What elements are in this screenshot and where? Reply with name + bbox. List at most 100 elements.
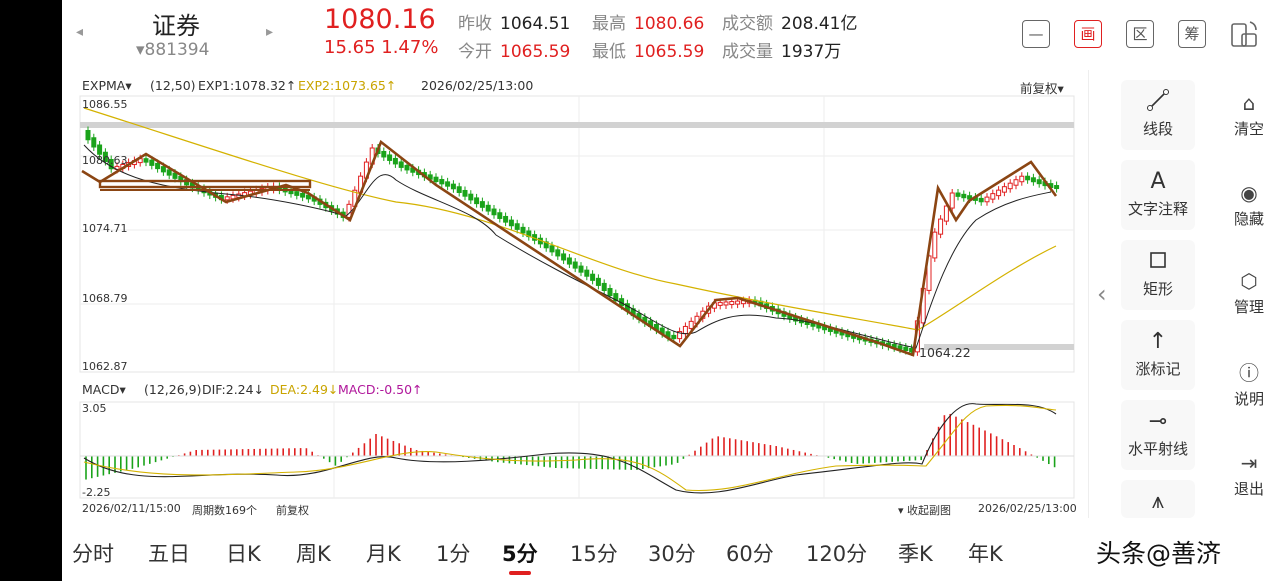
drawn-rectangle[interactable]	[98, 179, 312, 189]
horizontal-ray-lower[interactable]	[924, 344, 1074, 350]
exp1-line	[83, 144, 1052, 349]
prev-stock-icon[interactable]: ◂	[76, 24, 84, 40]
tool-text-annotation[interactable]: A 文字注释	[1121, 160, 1195, 230]
macd-y-tick-0: 3.05	[82, 402, 107, 415]
exit-icon: ⇥	[1240, 451, 1258, 475]
candle-body	[392, 157, 398, 165]
candle-body	[450, 183, 456, 190]
chart-area[interactable]: EXPMA▾ (12,50) EXP1:1078.32↑ EXP2:1073.6…	[76, 70, 1077, 518]
chips-button[interactable]: 筹	[1178, 20, 1206, 48]
candle-body	[97, 144, 103, 155]
minimize-button[interactable]: —	[1022, 20, 1050, 48]
candle-body	[514, 223, 520, 230]
indicator-exmpa-select[interactable]: EXPMA▾	[82, 78, 132, 93]
candle-body	[677, 331, 683, 340]
stock-app: ◂ 证券 ▾881394 ▸ 1080.16 15.65 1.47% 昨收 106…	[62, 0, 1280, 581]
action-exit[interactable]: ⇥ 退出	[1217, 450, 1280, 499]
tab-monthly[interactable]: 月K	[366, 542, 401, 566]
tab-quarterly[interactable]: 季K	[898, 542, 933, 566]
next-stock-icon[interactable]: ▸	[266, 24, 274, 40]
tab-weekly[interactable]: 周K	[296, 542, 331, 566]
tab-30min[interactable]: 30分	[648, 542, 696, 566]
candle-body	[497, 212, 503, 219]
exp2-value: EXP2:1073.65↑	[298, 78, 397, 93]
collapse-panel-icon[interactable]: ‹	[1097, 280, 1107, 308]
candle-body	[462, 189, 468, 197]
tab-five-day[interactable]: 五日	[148, 542, 190, 566]
indicator-macd-select[interactable]: MACD▾	[82, 382, 126, 397]
tab-yearly[interactable]: 年K	[968, 542, 1003, 566]
y-tick-3: 1068.79	[82, 292, 128, 305]
tab-120min[interactable]: 120分	[806, 542, 868, 566]
exp-params: (12,50)	[150, 78, 196, 93]
tab-1min[interactable]: 1分	[436, 542, 471, 566]
candle-body	[305, 194, 311, 200]
y-tick-0: 1086.55	[82, 98, 128, 111]
candlesticks	[85, 126, 1060, 356]
rotate-screen-icon[interactable]	[1228, 18, 1260, 50]
range-button[interactable]: 区	[1126, 20, 1154, 48]
period-tabs: 分时 五日 日K 周K 月K 1分 5分 15分 30分 60分 120分 季K…	[62, 530, 1280, 581]
text-annotation-icon: A	[1150, 169, 1166, 194]
action-hide[interactable]: ◉ 隐藏	[1217, 180, 1280, 229]
active-tab-indicator	[509, 571, 531, 575]
tool-line-segment[interactable]: 线段	[1121, 80, 1195, 150]
tool-more[interactable]: ⩚	[1121, 480, 1195, 518]
candle-body	[387, 154, 393, 161]
candle-body	[555, 249, 561, 257]
candle-body	[1007, 182, 1013, 190]
candle-body	[688, 320, 694, 329]
tab-intraday[interactable]: 分时	[72, 542, 114, 566]
tool-horizontal-ray[interactable]: ⊸ 水平射线	[1121, 400, 1195, 470]
manage-icon: ⬡	[1240, 269, 1258, 293]
stat-open: 今开 1065.59	[458, 42, 571, 62]
candle-body	[433, 176, 439, 183]
tool-rise-mark[interactable]: ↑ 涨标记	[1121, 320, 1195, 390]
candle-body	[474, 197, 480, 205]
adjust-select[interactable]: 前复权▾	[1020, 81, 1064, 96]
tab-15min[interactable]: 15分	[570, 542, 618, 566]
start-time: 2026/02/11/15:00	[82, 502, 181, 515]
horizontal-ray-upper[interactable]	[80, 122, 1074, 128]
y-tick-1: 1080.63	[82, 154, 128, 167]
candle-body	[155, 162, 161, 170]
candle-body	[572, 261, 578, 269]
tab-5min[interactable]: 5分	[502, 542, 538, 566]
candle-body	[166, 169, 172, 176]
candle-body	[590, 273, 596, 281]
candle-body	[735, 300, 741, 305]
dea-value: DEA:2.49↓	[270, 382, 339, 397]
rectangle-icon	[1121, 248, 1195, 276]
macd-params: (12,26,9)	[144, 382, 202, 397]
stat-volume: 成交量 1937万	[722, 42, 842, 62]
candle-body	[549, 245, 555, 253]
clear-icon: ⌂	[1242, 91, 1256, 115]
action-help[interactable]: ⓘ 说明	[1217, 360, 1280, 409]
candle-body	[468, 193, 474, 201]
action-clear[interactable]: ⌂ 清空	[1217, 90, 1280, 139]
tab-daily[interactable]: 日K	[226, 542, 261, 566]
action-manage[interactable]: ⬡ 管理	[1217, 268, 1280, 317]
tool-rectangle[interactable]: 矩形	[1121, 240, 1195, 310]
price-change: 15.65 1.47%	[324, 37, 439, 58]
candle-body	[172, 172, 178, 179]
watermark: 头条@善济	[1096, 539, 1222, 568]
candle-body	[990, 193, 996, 200]
candle-body	[520, 226, 526, 234]
stat-prev-close: 昨收 1064.51	[458, 14, 571, 34]
candle-body	[445, 181, 451, 187]
candle-body	[938, 218, 944, 235]
collapse-subchart-button[interactable]: ▾ 收起副图	[898, 504, 952, 517]
candle-body	[1025, 175, 1031, 181]
candle-body	[398, 161, 404, 168]
exp1-value: EXP1:1078.32↑	[198, 78, 297, 93]
candle-body	[566, 257, 572, 265]
candle-body	[967, 195, 973, 200]
candle-body	[595, 277, 601, 286]
candle-body	[160, 166, 166, 173]
stock-code[interactable]: ▾881394	[136, 40, 210, 60]
draw-button[interactable]: 画	[1074, 20, 1102, 48]
tab-60min[interactable]: 60分	[726, 542, 774, 566]
candle-body	[671, 334, 677, 340]
drawn-trend-lines[interactable]	[81, 139, 1058, 357]
